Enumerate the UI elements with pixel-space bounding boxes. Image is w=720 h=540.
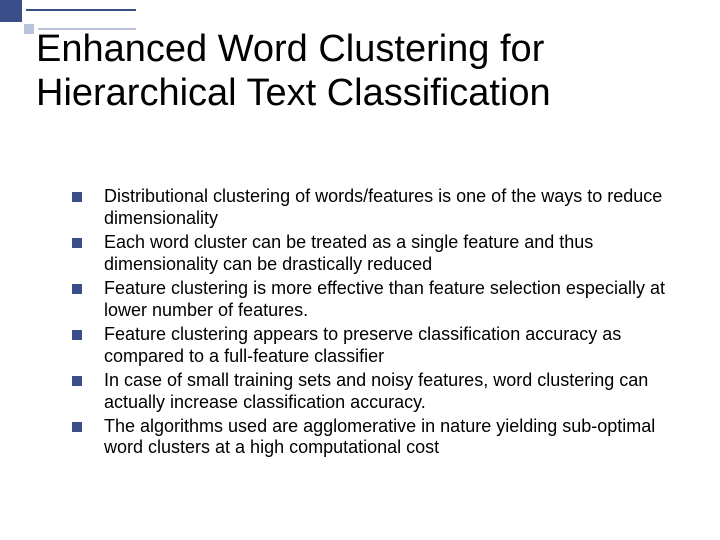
bullet-text: Each word cluster can be treated as a si… — [104, 232, 684, 276]
bullet-item: Distributional clustering of words/featu… — [72, 186, 684, 230]
bullet-item: The algorithms used are agglomerative in… — [72, 416, 684, 460]
bullet-square-icon — [72, 422, 82, 432]
bullet-square-icon — [72, 376, 82, 386]
bullet-item: Feature clustering is more effective tha… — [72, 278, 684, 322]
bullet-text: In case of small training sets and noisy… — [104, 370, 684, 414]
slide-body: Distributional clustering of words/featu… — [72, 186, 684, 461]
deco-square-large — [0, 0, 22, 22]
bullet-square-icon — [72, 238, 82, 248]
bullet-text: The algorithms used are agglomerative in… — [104, 416, 684, 460]
bullet-square-icon — [72, 330, 82, 340]
bullet-square-icon — [72, 192, 82, 202]
bullet-text: Feature clustering appears to preserve c… — [104, 324, 684, 368]
bullet-text: Feature clustering is more effective tha… — [104, 278, 684, 322]
bullet-item: Feature clustering appears to preserve c… — [72, 324, 684, 368]
bullet-item: In case of small training sets and noisy… — [72, 370, 684, 414]
deco-line-top — [26, 9, 136, 11]
bullet-text: Distributional clustering of words/featu… — [104, 186, 684, 230]
bullet-square-icon — [72, 284, 82, 294]
slide: Enhanced Word Clustering for Hierarchica… — [0, 0, 720, 540]
deco-square-small — [24, 24, 34, 34]
slide-title: Enhanced Word Clustering for Hierarchica… — [36, 28, 696, 115]
bullet-item: Each word cluster can be treated as a si… — [72, 232, 684, 276]
